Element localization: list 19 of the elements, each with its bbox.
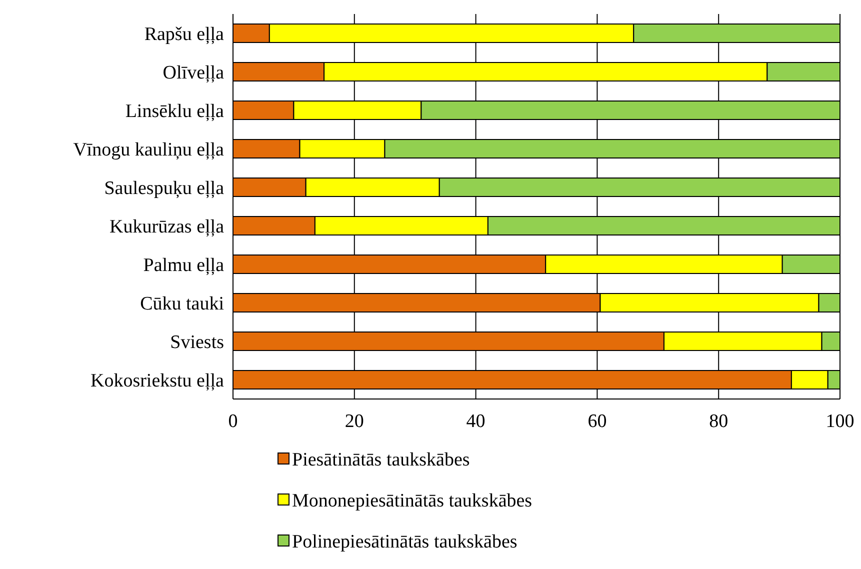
legend-label: Polinepiesātinātās taukskābes [292,532,518,553]
x-tick-label: 40 [466,411,486,432]
y-tick-label: Kokosriekstu eļļa [90,370,225,392]
legend-label: Piesātinātās taukskābes [292,450,470,471]
y-tick-label: Vīnogu kauliņu eļļa [73,139,225,160]
x-tick-label: 80 [709,411,728,432]
legend-label: Mononepiesātinātās taukskābes [292,490,532,512]
y-tick-label: Cūku tauki [140,293,224,314]
y-tick-label: Kukurūzas eļļa [110,216,225,238]
y-tick-label: Olīveļļa [162,62,225,84]
x-tick-label: 20 [344,411,364,432]
x-tick-label: 60 [588,411,607,432]
x-tick-label: 0 [228,411,238,432]
y-tick-label: Sviests [170,332,224,353]
x-tick-label: 100 [826,411,854,432]
y-tick-label: Saulespuķu eļļa [104,178,225,199]
y-tick-label: Linsēklu eļļa [125,100,225,122]
y-tick-label: Rapšu eļļa [144,24,225,45]
y-tick-label: Palmu eļļa [143,254,225,276]
